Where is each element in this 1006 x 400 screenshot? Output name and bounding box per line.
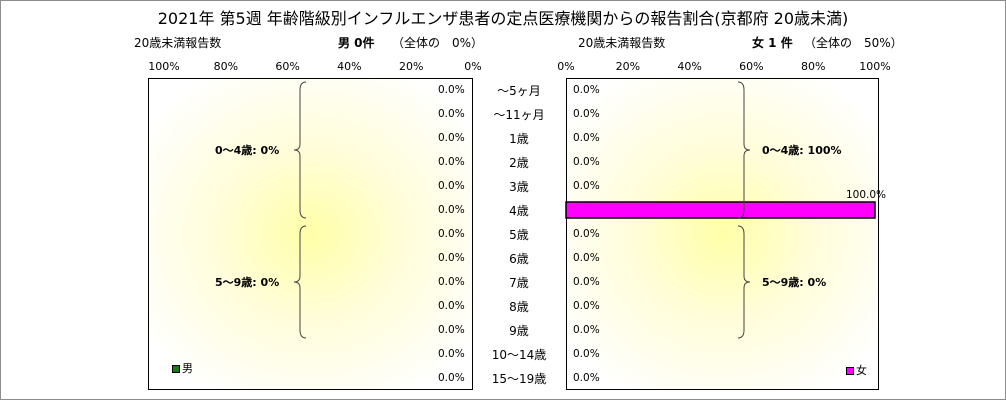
male-value-label: 0.0%	[438, 156, 465, 168]
chart-title: 2021年 第5週 年齢階級別インフルエンザ患者の定点医療機関からの報告割合(京…	[157, 9, 849, 28]
male-value-label: 0.0%	[438, 252, 465, 264]
category-label: 1歳	[509, 132, 529, 146]
female-legend-swatch	[846, 367, 854, 375]
female-tick-label: 60%	[739, 60, 764, 73]
male-legend: 男	[172, 360, 193, 376]
female-value-label: 100.0%	[846, 189, 887, 201]
category-label: ～5ヶ月	[497, 84, 541, 98]
category-label: 9歳	[509, 324, 529, 338]
male-group-brace	[293, 81, 307, 219]
male-value-label: 0.0%	[438, 204, 465, 216]
male-plot-area	[148, 78, 473, 390]
male-value-label: 0.0%	[438, 228, 465, 240]
male-value-label: 0.0%	[438, 324, 465, 336]
category-label: 2歳	[509, 156, 529, 170]
female-value-label: 0.0%	[573, 276, 600, 288]
male-count: 男 0件	[338, 36, 375, 50]
male-value-label: 0.0%	[438, 132, 465, 144]
female-group-brace	[737, 225, 751, 339]
female-tick-label: 100%	[859, 60, 891, 73]
male-value-label: 0.0%	[438, 180, 465, 192]
female-value-label: 0.0%	[573, 228, 600, 240]
female-share: （全体の 50%）	[804, 36, 903, 50]
male-value-label: 0.0%	[438, 300, 465, 312]
male-tick-label: 100%	[148, 60, 180, 73]
male-value-label: 0.0%	[438, 108, 465, 120]
male-group-label: 5～9歳: 0%	[215, 276, 280, 289]
female-value-label: 0.0%	[573, 348, 600, 360]
female-bar	[565, 201, 876, 219]
female-value-label: 0.0%	[573, 324, 600, 336]
left-caption: 20歳未満報告数	[134, 36, 222, 50]
female-value-label: 0.0%	[573, 108, 600, 120]
male-group-brace	[293, 225, 307, 339]
male-tick-label: 40%	[337, 60, 362, 73]
category-label: 8歳	[509, 300, 529, 314]
female-group-label: 5～9歳: 0%	[762, 276, 827, 289]
female-count: 女 1 件	[752, 36, 793, 50]
female-tick-label: 80%	[800, 60, 826, 73]
category-label: 6歳	[509, 252, 529, 266]
category-label: 15～19歳	[491, 372, 547, 386]
male-tick-label: 0%	[464, 60, 482, 73]
male-value-label: 0.0%	[438, 348, 465, 360]
female-value-label: 0.0%	[573, 252, 600, 264]
male-value-label: 0.0%	[438, 84, 465, 96]
category-label: 3歳	[509, 180, 529, 194]
male-legend-label: 男	[182, 362, 193, 375]
female-plot-area	[566, 78, 879, 390]
female-legend-label: 女	[856, 364, 867, 377]
female-value-label: 0.0%	[573, 156, 600, 168]
category-label: ～11ヶ月	[493, 108, 545, 122]
male-tick-label: 80%	[213, 60, 239, 73]
category-label: 7歳	[509, 276, 529, 290]
male-share: （全体の 0%）	[392, 36, 484, 50]
female-tick-label: 20%	[615, 60, 641, 73]
female-value-label: 0.0%	[573, 132, 600, 144]
male-value-label: 0.0%	[438, 372, 465, 384]
female-value-label: 0.0%	[573, 300, 600, 312]
right-caption: 20歳未満報告数	[578, 36, 666, 50]
category-label: 10～14歳	[491, 348, 547, 362]
female-group-label: 0～4歳: 100%	[762, 144, 842, 157]
male-group-label: 0～4歳: 0%	[215, 144, 280, 157]
male-value-label: 0.0%	[438, 276, 465, 288]
female-value-label: 0.0%	[573, 372, 600, 384]
category-label: 4歳	[509, 204, 529, 218]
male-tick-label: 60%	[275, 60, 300, 73]
category-label: 5歳	[509, 228, 529, 242]
female-tick-label: 40%	[677, 60, 702, 73]
male-legend-swatch	[172, 365, 180, 373]
female-value-label: 0.0%	[573, 84, 600, 96]
female-legend: 女	[846, 362, 867, 378]
male-tick-label: 20%	[398, 60, 424, 73]
female-tick-label: 0%	[557, 60, 575, 73]
female-value-label: 0.0%	[573, 180, 600, 192]
female-group-brace	[737, 81, 751, 219]
